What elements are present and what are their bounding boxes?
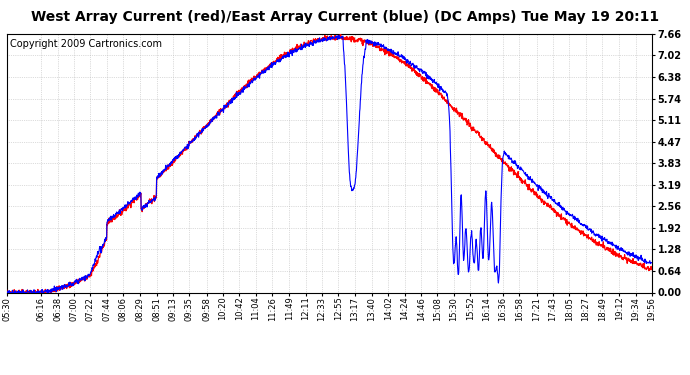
Text: Copyright 2009 Cartronics.com: Copyright 2009 Cartronics.com bbox=[10, 39, 162, 49]
Text: West Array Current (red)/East Array Current (blue) (DC Amps) Tue May 19 20:11: West Array Current (red)/East Array Curr… bbox=[31, 10, 659, 24]
